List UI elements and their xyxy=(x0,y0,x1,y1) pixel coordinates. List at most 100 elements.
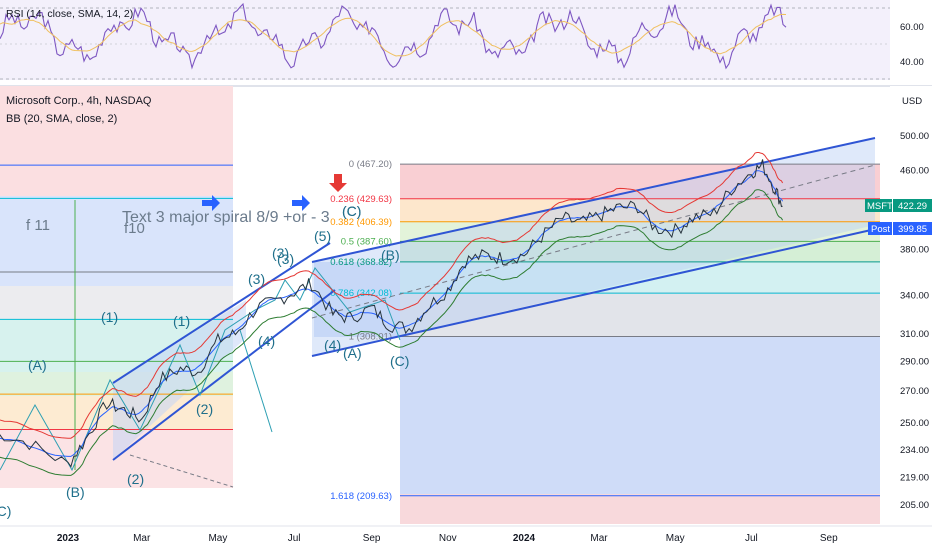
time-tick: Mar xyxy=(590,533,608,544)
price-tick: 340.00 xyxy=(900,291,929,302)
time-tick: Jul xyxy=(288,533,301,544)
price-line xyxy=(0,159,783,468)
post-price-bg xyxy=(893,222,932,235)
post-tag-bg xyxy=(868,222,892,235)
median-dashed[interactable] xyxy=(311,164,876,319)
price-series xyxy=(0,152,784,476)
fib-label: 0.382 (406.39) xyxy=(330,217,392,228)
rsi-scale-60: 60.00 xyxy=(900,22,924,33)
wave-label[interactable]: (4) xyxy=(324,337,341,353)
annotations[interactable]: Text 3 major spiral 8/9 +or - 3 f 11 f10… xyxy=(26,174,361,237)
ticker-tag-bg xyxy=(865,199,892,212)
fib-zone-618-786 xyxy=(400,261,880,292)
price-tick: 234.00 xyxy=(900,445,929,456)
post-price: 399.85 xyxy=(898,224,927,235)
time-axis-bg xyxy=(0,526,932,550)
wave-label[interactable]: (1) xyxy=(101,309,118,325)
major-channel xyxy=(312,138,875,356)
price-tick: 205.00 xyxy=(900,500,929,511)
price-tick: 310.00 xyxy=(900,329,929,340)
wave-label[interactable]: (4) xyxy=(258,333,275,349)
time-tick: Sep xyxy=(363,533,381,544)
wave-label[interactable]: (A) xyxy=(343,345,362,361)
label-f11[interactable]: f 11 xyxy=(26,217,50,234)
time-tick: Mar xyxy=(133,533,151,544)
drawings-background xyxy=(0,86,880,524)
fib-label: 0.236 (429.63) xyxy=(330,194,392,205)
price-axis[interactable]: USD 500.00460.00420.00380.00340.00310.00… xyxy=(865,86,932,526)
fib-label: 0.618 (368.82) xyxy=(330,257,392,268)
rsi-background xyxy=(0,0,890,80)
last-price: 422.29 xyxy=(898,201,927,212)
time-tick: Nov xyxy=(439,533,457,544)
price-tick: 290.00 xyxy=(900,356,929,367)
wave-label[interactable]: (2) xyxy=(127,471,144,487)
rsi-pane: RSI (14, close, SMA, 14, 2) 60.00 40.00 xyxy=(0,0,924,80)
price-axis-bg xyxy=(890,86,932,526)
trend-lines[interactable] xyxy=(0,137,881,488)
wave-label[interactable]: (B) xyxy=(66,484,85,500)
left-gray-zone xyxy=(0,286,233,320)
last-price-bg xyxy=(893,199,932,212)
rising-channel-lower xyxy=(113,300,246,460)
wave-labels[interactable]: (A)(B)(1)(2)(1)(2)(3)(3)(3)(4)(5)(4) (A)(… xyxy=(0,203,409,519)
time-tick: May xyxy=(208,533,227,544)
wave-label[interactable]: (A) xyxy=(28,357,47,373)
currency-label[interactable]: USD xyxy=(902,96,922,107)
wave-label[interactable]: (2) xyxy=(196,401,213,417)
wave-label[interactable]: (C) xyxy=(390,353,409,369)
blue-arrow-icon[interactable] xyxy=(292,195,310,211)
fib-label: 0.786 (342.08) xyxy=(330,288,392,299)
wave-label[interactable]: (C) xyxy=(342,203,361,219)
fib-zone-1-1618 xyxy=(400,337,880,494)
label-f10[interactable]: f10 xyxy=(124,220,145,237)
fib-lines: 0 (467.20) 0.236 (429.63) 0.382 (406.39) 0.… xyxy=(0,159,880,502)
price-tick: 270.00 xyxy=(900,386,929,397)
rsi-line xyxy=(0,2,787,70)
bb-lower-band xyxy=(0,189,784,476)
time-tick: Jul xyxy=(745,533,758,544)
fib-label: 1.618 (209.63) xyxy=(330,491,392,502)
channel-top-right[interactable] xyxy=(311,137,876,263)
wave-label[interactable]: (1) xyxy=(173,313,190,329)
chart-title[interactable]: Microsoft Corp., 4h, NASDAQ xyxy=(6,95,152,107)
fib-label: 1 (308.01) xyxy=(349,332,392,343)
channel-bottom-right[interactable] xyxy=(311,227,881,357)
left-blue-zone xyxy=(0,196,233,286)
wave-label[interactable]: (C) xyxy=(0,503,11,519)
left-dashed[interactable] xyxy=(129,454,234,488)
rsi-ma-line xyxy=(0,13,787,57)
wave-label[interactable]: (5) xyxy=(314,228,331,244)
wave-drop-line[interactable] xyxy=(239,329,273,433)
ticker-tag: MSFT xyxy=(867,201,893,212)
time-tick: Sep xyxy=(820,533,838,544)
red-arrow-down-icon[interactable] xyxy=(329,174,347,192)
price-tick: 380.00 xyxy=(900,245,929,256)
blue-arrow-icon[interactable] xyxy=(202,195,220,211)
time-tick: 2023 xyxy=(57,533,80,544)
wave-label[interactable]: (3) xyxy=(277,251,294,267)
wave-label[interactable]: (B) xyxy=(381,247,400,263)
fib-label: 0.5 (387.60) xyxy=(341,236,392,247)
price-tick: 250.00 xyxy=(900,418,929,429)
spiral-note[interactable]: Text 3 major spiral 8/9 +or - 3 xyxy=(122,209,330,226)
bb-legend[interactable]: BB (20, SMA, close, 2) xyxy=(6,113,117,125)
rsi-scale-40: 40.00 xyxy=(900,57,924,68)
wave-label[interactable]: (3) xyxy=(272,245,289,261)
time-tick: 2024 xyxy=(513,533,536,544)
price-tick: 500.00 xyxy=(900,131,929,142)
label-c-top[interactable]: (C) xyxy=(342,203,361,219)
post-tag: Post xyxy=(871,224,890,235)
channel-bottom-left[interactable] xyxy=(112,289,336,461)
channel-top-left[interactable] xyxy=(112,242,331,384)
wave-label[interactable]: (3) xyxy=(248,271,265,287)
rsi-legend[interactable]: RSI (14, close, SMA, 14, 2) xyxy=(6,8,133,20)
fib-zone-786-1 xyxy=(400,292,880,337)
time-tick: May xyxy=(666,533,685,544)
price-tick: 460.00 xyxy=(900,166,929,177)
fib-label: 0 (467.20) xyxy=(349,159,392,170)
bb-upper-band xyxy=(0,152,784,439)
price-tick: 219.00 xyxy=(900,473,929,484)
time-axis[interactable]: 2023 Mar May Jul Sep Nov 2024 Mar May Jul Sep xyxy=(0,525,932,550)
